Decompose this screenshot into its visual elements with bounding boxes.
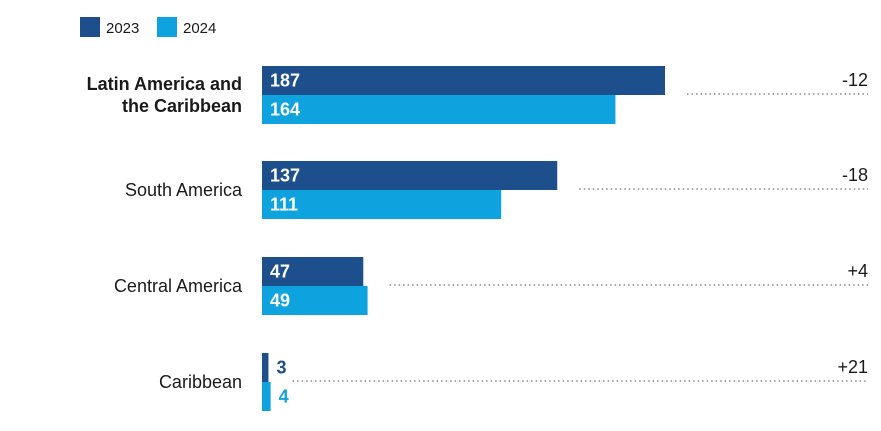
bar-2023 [262, 257, 364, 286]
difference-label: -18 [842, 165, 868, 185]
legend-label-2023: 2023 [106, 20, 139, 37]
bar-2023 [262, 66, 665, 95]
bar-2023 [262, 353, 269, 382]
data-label-2024: 164 [270, 100, 300, 120]
data-label-2023: 47 [270, 262, 290, 282]
difference-label: +4 [847, 261, 868, 281]
data-label-2023: 137 [270, 166, 300, 186]
bar-2024 [262, 382, 271, 411]
data-label-2023: 3 [276, 358, 286, 378]
data-label-2024: 4 [279, 387, 289, 407]
category-label: South America [125, 180, 243, 200]
bar-2024 [262, 286, 368, 315]
category-label: Caribbean [159, 372, 242, 392]
legend-label-2024: 2024 [183, 20, 216, 37]
legend-swatch-2024 [157, 17, 177, 37]
data-label-2023: 187 [270, 71, 300, 91]
bar-2024 [262, 190, 502, 219]
category-label: Latin America and [87, 74, 242, 94]
category-label: the Caribbean [122, 96, 242, 116]
data-label-2024: 49 [270, 291, 290, 311]
difference-label: -12 [842, 70, 868, 90]
bar-2023 [262, 161, 558, 190]
data-label-2024: 111 [270, 195, 298, 215]
difference-label: +21 [837, 357, 868, 377]
legend-swatch-2023 [80, 17, 100, 37]
bar-2024 [262, 95, 616, 124]
category-label: Central America [114, 276, 243, 296]
